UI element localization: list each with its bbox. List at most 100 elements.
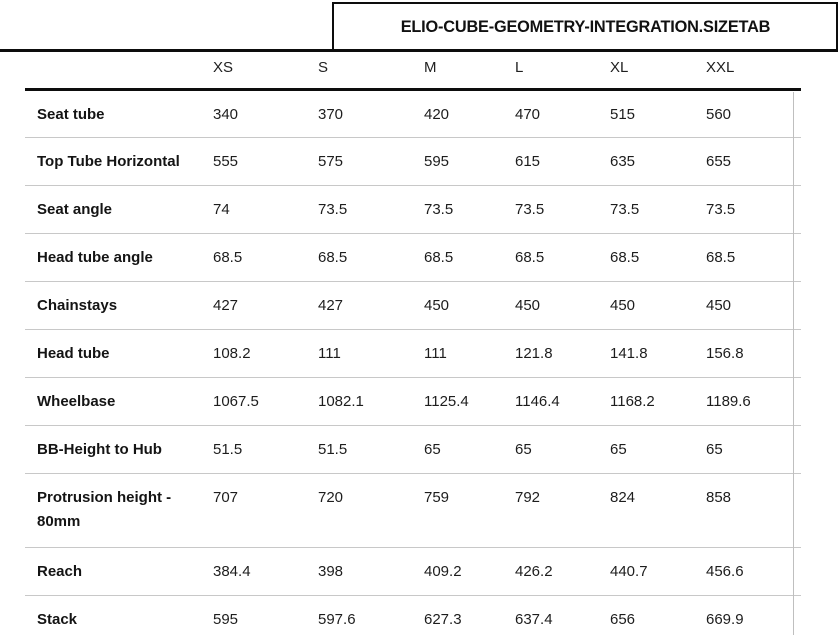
geometry-value: 51.5 xyxy=(318,440,348,458)
geometry-row-label: BB-Height to Hub xyxy=(37,440,162,458)
geometry-value: 450 xyxy=(424,296,450,314)
geometry-value: 450 xyxy=(706,296,732,314)
geometry-row: Protrusion height - 80mm 707 720 759 792 824 8… xyxy=(25,473,801,547)
geometry-value: 720 xyxy=(318,488,344,506)
geometry-table-body: Seat tube 340 370 420 470 515 560 Top Tube Hori… xyxy=(25,89,801,635)
geometry-row-label: Head tube xyxy=(37,344,110,362)
geometry-value: 707 xyxy=(213,488,239,506)
geometry-value: 370 xyxy=(318,105,344,123)
geometry-value: 555 xyxy=(213,152,239,170)
geometry-value: 1168.2 xyxy=(610,392,655,410)
geometry-value: 384.4 xyxy=(213,562,251,580)
geometry-value: 595 xyxy=(213,610,239,628)
geometry-row: Top Tube Horizontal 555 575 595 615 635 655 xyxy=(25,137,801,185)
geometry-row-label: Chainstays xyxy=(37,296,118,314)
geometry-value: 427 xyxy=(318,296,344,314)
geometry-value: 759 xyxy=(424,488,450,506)
geometry-row: Seat tube 340 370 420 470 515 560 xyxy=(25,89,801,137)
geometry-value: 65 xyxy=(610,440,627,458)
geometry-value: 669.9 xyxy=(706,610,744,628)
geometry-value: 111 xyxy=(318,344,341,362)
geometry-value: 1082.1 xyxy=(318,392,364,410)
geometry-value: 615 xyxy=(515,152,541,170)
geometry-value: 575 xyxy=(318,152,344,170)
geometry-row-label: Wheelbase xyxy=(37,392,116,410)
geometry-value: 409.2 xyxy=(424,562,462,580)
geometry-value: 68.5 xyxy=(318,248,348,266)
sizetab-title-label: ELIO-CUBE-GEOMETRY-INTEGRATION.SIZETAB xyxy=(400,16,770,36)
geometry-value: 398 xyxy=(318,562,344,580)
geometry-value: 440.7 xyxy=(610,562,648,580)
geometry-value: 655 xyxy=(706,152,732,170)
geometry-value: 121.8 xyxy=(515,344,553,362)
geometry-value: 68.5 xyxy=(610,248,640,266)
geometry-value: 73.5 xyxy=(706,200,736,218)
geometry-value: 73.5 xyxy=(318,200,348,218)
geometry-value: 470 xyxy=(515,105,541,123)
geometry-value: 597.6 xyxy=(318,610,356,628)
geometry-value: 824 xyxy=(610,488,636,506)
geometry-value: 73.5 xyxy=(610,200,640,218)
geometry-value: 65 xyxy=(706,440,723,458)
geometry-value: 426.2 xyxy=(515,562,553,580)
geometry-value: 515 xyxy=(610,105,636,123)
top-divider xyxy=(0,49,838,52)
geometry-value: 156.8 xyxy=(706,344,744,362)
geometry-value: 68.5 xyxy=(424,248,454,266)
geometry-value: 627.3 xyxy=(424,610,462,628)
geometry-row: Head tube 108.2 111 111 121.8 141.8 156.8 xyxy=(25,329,801,377)
geometry-value: 420 xyxy=(424,105,450,123)
geometry-row-label: Seat tube xyxy=(37,105,105,123)
size-column-header: XS xyxy=(213,52,318,91)
geometry-row-label: Protrusion height - 80mm xyxy=(37,488,172,530)
geometry-value: 51.5 xyxy=(213,440,243,458)
geometry-value: 1189.6 xyxy=(706,392,751,410)
geometry-row: Chainstays 427 427 450 450 450 450 xyxy=(25,281,801,329)
geometry-row: BB-Height to Hub 51.5 51.5 65 65 65 65 xyxy=(25,425,801,473)
geometry-value: 108.2 xyxy=(213,344,251,362)
geometry-row: Reach 384.4 398 409.2 426.2 440.7 456.6 xyxy=(25,547,801,595)
size-column-header: S xyxy=(318,52,424,91)
geometry-value: 73.5 xyxy=(515,200,545,218)
geometry-value: 637.4 xyxy=(515,610,553,628)
size-header-row: XS S M L XL XXL xyxy=(25,52,801,91)
geometry-row: Seat angle 74 73.5 73.5 73.5 73.5 73.5 xyxy=(25,185,801,233)
geometry-value: 68.5 xyxy=(515,248,545,266)
geometry-value: 792 xyxy=(515,488,541,506)
size-column-header: M xyxy=(424,52,515,91)
geometry-value: 1067.5 xyxy=(213,392,259,410)
geometry-value: 595 xyxy=(424,152,450,170)
geometry-value: 111 xyxy=(424,344,447,362)
geometry-value: 560 xyxy=(706,105,732,123)
geometry-value: 450 xyxy=(515,296,541,314)
geometry-row-label: Reach xyxy=(37,562,83,580)
geometry-value: 1146.4 xyxy=(515,392,560,410)
geometry-value: 635 xyxy=(610,152,636,170)
geometry-value: 456.6 xyxy=(706,562,744,580)
geometry-row: Head tube angle 68.5 68.5 68.5 68.5 68.5 68.5 xyxy=(25,233,801,281)
geometry-row-label: Stack xyxy=(37,610,78,628)
geometry-row: Wheelbase 1067.5 1082.1 1125.4 1146.4 1168.2 1… xyxy=(25,377,801,425)
geometry-value: 73.5 xyxy=(424,200,454,218)
geometry-value: 141.8 xyxy=(610,344,648,362)
size-header-spacer xyxy=(25,52,213,91)
geometry-value: 68.5 xyxy=(213,248,243,266)
geometry-row-label: Head tube angle xyxy=(37,248,153,266)
size-column-header: XXL xyxy=(706,52,801,91)
geometry-value: 656 xyxy=(610,610,636,628)
geometry-value: 65 xyxy=(515,440,532,458)
geometry-value: 858 xyxy=(706,488,732,506)
geometry-row-label: Top Tube Horizontal xyxy=(37,152,180,170)
geometry-row-label: Seat angle xyxy=(37,200,113,218)
geometry-value: 65 xyxy=(424,440,441,458)
geometry-value: 74 xyxy=(213,200,230,218)
sizetab-title-tab[interactable]: ELIO-CUBE-GEOMETRY-INTEGRATION.SIZETAB xyxy=(332,2,838,49)
geometry-value: 450 xyxy=(610,296,636,314)
geometry-value: 68.5 xyxy=(706,248,736,266)
geometry-value: 1125.4 xyxy=(424,392,469,410)
geometry-value: 340 xyxy=(213,105,239,123)
geometry-row: Stack 595 597.6 627.3 637.4 656 669.9 xyxy=(25,595,801,635)
size-column-header: L xyxy=(515,52,610,91)
size-column-header: XL xyxy=(610,52,706,91)
